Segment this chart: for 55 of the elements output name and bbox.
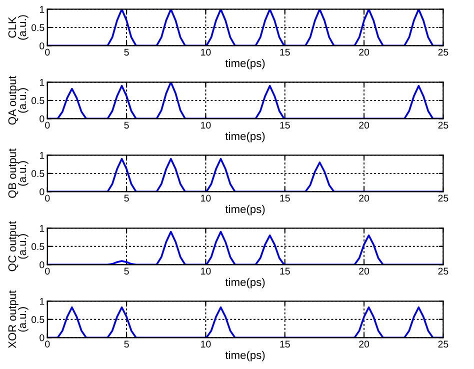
y-axis-title: QB output (a.u.) — [8, 148, 28, 198]
x-tick-label: 20 — [359, 48, 370, 56]
y-tick-label: 0 — [40, 188, 44, 196]
y-axis-title: QA output (a.u.) — [8, 76, 28, 125]
x-tick-label: 5 — [124, 48, 129, 56]
x-tick-label: 10 — [201, 194, 211, 202]
x-tick-label: 0 — [45, 340, 50, 348]
x-tick-label: 5 — [124, 340, 129, 348]
y-tick-label: 0.5 — [31, 24, 44, 32]
y-tick-label: 1 — [40, 298, 44, 305]
x-tick-label: 25 — [438, 340, 448, 348]
x-tick-label: 15 — [280, 268, 290, 275]
x-axis-title: time(ps) — [225, 278, 265, 288]
x-tick-label: 15 — [280, 194, 290, 202]
x-tick-label: 15 — [280, 340, 290, 348]
y-tick-label: 0.5 — [31, 170, 44, 178]
x-tick-label: 25 — [438, 48, 448, 56]
x-axis-title: time(ps) — [225, 58, 265, 70]
x-tick-label: 10 — [201, 122, 211, 129]
x-tick-label: 25 — [438, 122, 448, 129]
x-tick-label: 0 — [45, 194, 50, 202]
y-axis-title: CLK (a.u.) — [8, 15, 28, 40]
y-tick-label: 0 — [40, 115, 44, 122]
y-axis-title: QC output (a.u.) — [8, 221, 28, 272]
y-tick-label: 0 — [40, 261, 44, 268]
x-axis-title: time(ps) — [225, 350, 265, 362]
y-axis-title: XOR output (a.u.) — [8, 290, 28, 348]
x-tick-label: 25 — [438, 268, 448, 275]
y-tick-label: 1 — [40, 152, 44, 159]
y-tick-label: 0.5 — [31, 97, 44, 104]
x-tick-label: 5 — [124, 122, 129, 129]
x-tick-label: 25 — [438, 194, 448, 202]
x-tick-label: 0 — [45, 48, 50, 56]
x-tick-label: 20 — [359, 122, 370, 129]
x-tick-label: 15 — [280, 48, 290, 56]
x-tick-label: 5 — [124, 194, 129, 202]
y-tick-label: 0 — [40, 42, 44, 50]
x-tick-label: 20 — [359, 340, 370, 348]
x-tick-label: 10 — [201, 48, 211, 56]
x-tick-label: 10 — [201, 340, 211, 348]
y-tick-label: 1 — [40, 6, 44, 13]
x-axis-title: time(ps) — [225, 204, 265, 216]
x-tick-label: 0 — [45, 122, 50, 129]
y-tick-label: 1 — [40, 225, 44, 232]
x-tick-label: 20 — [359, 268, 370, 275]
x-tick-label: 5 — [124, 268, 129, 275]
x-axis-title: time(ps) — [225, 132, 265, 142]
y-tick-label: 0 — [40, 334, 44, 342]
y-tick-label: 0.5 — [31, 316, 44, 324]
y-tick-label: 0.5 — [31, 243, 44, 250]
x-tick-label: 10 — [201, 268, 211, 275]
x-tick-label: 20 — [359, 194, 370, 202]
x-tick-label: 0 — [45, 268, 50, 275]
x-tick-label: 15 — [280, 122, 290, 129]
y-tick-label: 1 — [40, 79, 44, 86]
